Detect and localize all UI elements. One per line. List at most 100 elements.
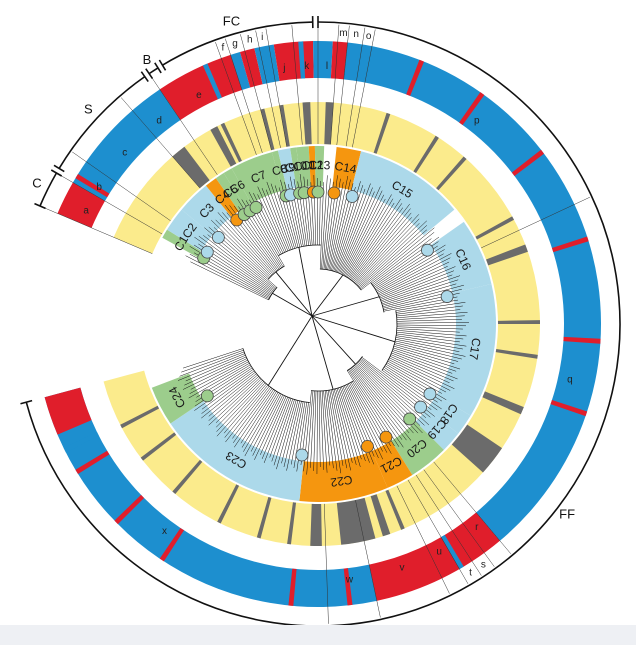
tree-tip-branch [396, 318, 462, 322]
tree-tip-branch [358, 360, 430, 426]
tree-tip-branch [329, 389, 344, 466]
inner-ring-mark [210, 126, 237, 167]
tree-tip-branch [395, 337, 463, 350]
segment-label-e: e [196, 90, 202, 101]
tree-tip-branch [244, 392, 280, 457]
segment-label-o: o [366, 31, 372, 42]
clade-label-c9: C9 [279, 160, 297, 177]
inner-ring-mark [486, 244, 528, 266]
tree-tip-branch [223, 383, 267, 434]
group-label-fc: FC [223, 14, 240, 29]
tree-branch-arc [346, 356, 363, 371]
tree-tip-branch [377, 253, 452, 293]
group-arc-tick [145, 68, 154, 80]
inner-ring-mark [279, 104, 290, 147]
segment-divider [120, 97, 201, 189]
tree-tip-branch [391, 352, 458, 380]
tree-tip-branch [266, 181, 292, 250]
group-arc-c [39, 172, 58, 207]
tree-tip-branch [179, 351, 245, 377]
tree-tip-branch [393, 347, 461, 370]
tree-tip-branch [188, 363, 250, 399]
segment-divider [41, 206, 153, 254]
tree-tip-branch [286, 401, 302, 471]
inner-ring-mark [436, 156, 467, 191]
tree-tip-branch [328, 175, 349, 271]
tree-tip-branch [265, 189, 290, 251]
segment-divider [481, 196, 590, 249]
tree-tip-branch [355, 214, 420, 284]
clade-label-c22: C22 [329, 473, 353, 490]
tree-tip-branch [290, 401, 304, 465]
segment-label-x: x [162, 526, 167, 537]
inner-ring-mark [140, 432, 177, 461]
tree-branch [275, 271, 313, 317]
clade-wedge-c9 [277, 148, 297, 190]
tree-tip-branch [257, 194, 285, 253]
segment-label-d: d [156, 115, 162, 126]
outer-ring-mark [75, 174, 110, 198]
clade-wedge-c16 [431, 221, 492, 293]
tree-tip-branch [208, 376, 259, 421]
clade-label-c11: C11 [293, 158, 316, 174]
group-arc-tick [154, 62, 162, 74]
segment-divider [291, 25, 303, 145]
tree-tip-branch [293, 401, 306, 469]
tree-tip-branch [233, 388, 273, 444]
tree-tip-branch [211, 219, 271, 278]
outer-ring-mark [406, 59, 425, 96]
tree-tip-branch [348, 383, 383, 452]
tree-tip-branch [261, 187, 289, 252]
inner-ring-mark [256, 497, 272, 539]
clade-node-marker [421, 243, 434, 257]
clade-wedge-c20 [391, 421, 444, 475]
tree-tip-branch [310, 390, 315, 468]
outer-ring-mark [511, 149, 545, 176]
tree-tip-branch [338, 187, 373, 274]
tree-tip-branch [396, 315, 465, 320]
tree-tip-branch [260, 396, 287, 455]
clade-wedge-c7 [231, 152, 283, 204]
outer-ring-segment [44, 387, 92, 435]
segment-divider [265, 28, 287, 147]
outer-ring-mark [563, 336, 601, 344]
tree-tip-branch [361, 232, 435, 291]
tree-tip-branch [335, 388, 357, 465]
outer-ring-segment [239, 48, 263, 88]
tree-tip-branch [257, 186, 287, 252]
tree-branch [311, 296, 380, 317]
clade-label-c13: C13 [308, 158, 330, 172]
inner-ring-mark [385, 489, 405, 530]
tree-tip-branch [339, 387, 366, 462]
tree-tip-branch [281, 400, 299, 464]
clade-node-marker [361, 439, 374, 453]
clade-node-marker [345, 190, 359, 203]
group-arc-b [148, 67, 159, 75]
tree-tip-branch [396, 335, 467, 347]
clade-label-c17: C17 [466, 337, 483, 361]
inner-ring-mark [172, 459, 203, 495]
tree-tip-branch [375, 249, 445, 291]
segment-label-l: l [326, 61, 328, 72]
clade-wedge-c13 [314, 146, 325, 187]
tree-tip-branch [393, 345, 455, 365]
segment-divider [423, 469, 495, 567]
tree-tip-branch [396, 326, 463, 330]
tree-branch-arc [278, 244, 321, 256]
tree-tip-branch [216, 381, 265, 432]
tree-tip-branch [269, 398, 292, 458]
tree-tip-branch [396, 301, 466, 313]
clade-node-marker [200, 389, 214, 403]
group-arc-tick [20, 399, 33, 405]
segment-divider [255, 30, 281, 148]
segment-divider [407, 479, 469, 584]
group-arc-ff [25, 21, 621, 625]
tree-branch [311, 315, 396, 343]
tree-tip-branch [396, 324, 466, 327]
tree-tip-branch [208, 374, 258, 417]
tree-tip-branch [360, 227, 435, 290]
tree-tip-branch [382, 368, 442, 410]
clade-label-c6: C6 [227, 177, 248, 197]
segment-label-v: v [400, 563, 405, 574]
outer-ring-segment [343, 42, 602, 541]
